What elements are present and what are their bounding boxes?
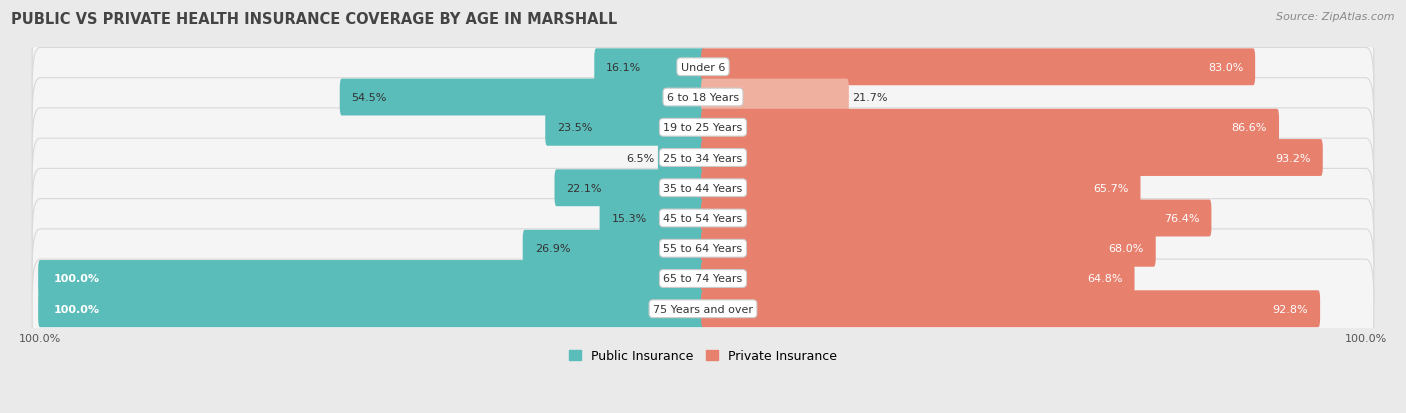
- Text: 92.8%: 92.8%: [1272, 304, 1308, 314]
- Legend: Public Insurance, Private Insurance: Public Insurance, Private Insurance: [564, 344, 842, 367]
- FancyBboxPatch shape: [702, 79, 849, 116]
- FancyBboxPatch shape: [340, 79, 704, 116]
- Text: 22.1%: 22.1%: [567, 183, 602, 193]
- Text: 65.7%: 65.7%: [1094, 183, 1129, 193]
- FancyBboxPatch shape: [702, 140, 1323, 176]
- FancyBboxPatch shape: [32, 18, 1374, 117]
- FancyBboxPatch shape: [523, 230, 704, 267]
- FancyBboxPatch shape: [32, 229, 1374, 328]
- Text: 65 to 74 Years: 65 to 74 Years: [664, 274, 742, 284]
- FancyBboxPatch shape: [38, 261, 704, 297]
- FancyBboxPatch shape: [32, 169, 1374, 268]
- FancyBboxPatch shape: [599, 200, 704, 237]
- FancyBboxPatch shape: [702, 200, 1212, 237]
- Text: 15.3%: 15.3%: [612, 214, 647, 223]
- Text: 16.1%: 16.1%: [606, 63, 641, 73]
- FancyBboxPatch shape: [32, 109, 1374, 208]
- Text: 93.2%: 93.2%: [1275, 153, 1310, 163]
- FancyBboxPatch shape: [595, 49, 704, 86]
- Text: 25 to 34 Years: 25 to 34 Years: [664, 153, 742, 163]
- Text: 35 to 44 Years: 35 to 44 Years: [664, 183, 742, 193]
- FancyBboxPatch shape: [32, 199, 1374, 298]
- FancyBboxPatch shape: [32, 139, 1374, 238]
- Text: Under 6: Under 6: [681, 63, 725, 73]
- Text: Source: ZipAtlas.com: Source: ZipAtlas.com: [1277, 12, 1395, 22]
- Text: 54.5%: 54.5%: [352, 93, 387, 103]
- Text: 75 Years and over: 75 Years and over: [652, 304, 754, 314]
- FancyBboxPatch shape: [702, 261, 1135, 297]
- Text: 100.0%: 100.0%: [53, 274, 100, 284]
- FancyBboxPatch shape: [38, 291, 704, 328]
- Text: 55 to 64 Years: 55 to 64 Years: [664, 244, 742, 254]
- FancyBboxPatch shape: [32, 78, 1374, 178]
- Text: 19 to 25 Years: 19 to 25 Years: [664, 123, 742, 133]
- Text: 86.6%: 86.6%: [1232, 123, 1267, 133]
- Text: 26.9%: 26.9%: [534, 244, 571, 254]
- Text: 6.5%: 6.5%: [626, 153, 655, 163]
- Text: 68.0%: 68.0%: [1108, 244, 1144, 254]
- Text: 21.7%: 21.7%: [852, 93, 887, 103]
- FancyBboxPatch shape: [702, 291, 1320, 328]
- Text: 45 to 54 Years: 45 to 54 Years: [664, 214, 742, 223]
- FancyBboxPatch shape: [546, 109, 704, 146]
- FancyBboxPatch shape: [702, 49, 1256, 86]
- Text: PUBLIC VS PRIVATE HEALTH INSURANCE COVERAGE BY AGE IN MARSHALL: PUBLIC VS PRIVATE HEALTH INSURANCE COVER…: [11, 12, 617, 27]
- Text: 64.8%: 64.8%: [1087, 274, 1122, 284]
- FancyBboxPatch shape: [702, 109, 1279, 146]
- FancyBboxPatch shape: [702, 230, 1156, 267]
- FancyBboxPatch shape: [32, 259, 1374, 358]
- FancyBboxPatch shape: [658, 140, 704, 176]
- FancyBboxPatch shape: [32, 48, 1374, 147]
- FancyBboxPatch shape: [554, 170, 704, 207]
- Text: 6 to 18 Years: 6 to 18 Years: [666, 93, 740, 103]
- Text: 100.0%: 100.0%: [53, 304, 100, 314]
- Text: 83.0%: 83.0%: [1208, 63, 1243, 73]
- Text: 23.5%: 23.5%: [557, 123, 592, 133]
- FancyBboxPatch shape: [702, 170, 1140, 207]
- Text: 76.4%: 76.4%: [1164, 214, 1199, 223]
